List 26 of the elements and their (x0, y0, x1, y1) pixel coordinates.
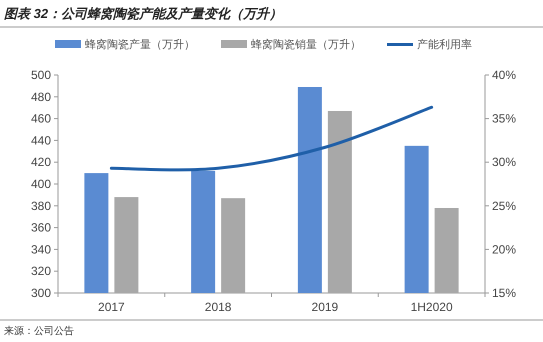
y2-tick-label: 40% (492, 68, 516, 82)
y-tick-label: 300 (30, 286, 52, 300)
y-tick-label: 500 (30, 68, 52, 82)
x-tick-label: 2018 (204, 300, 232, 314)
legend-label: 产能利用率 (417, 38, 472, 51)
y-tick-label: 320 (30, 264, 52, 278)
y-tick-label: 460 (30, 112, 52, 126)
legend-label: 蜂窝陶瓷产量（万升） (85, 38, 195, 51)
y2-tick-label: 20% (492, 242, 516, 256)
y-tick-label: 440 (30, 133, 52, 148)
y-tick-label: 380 (30, 198, 52, 213)
title: 图表 32：公司蜂窝陶瓷产能及产量变化（万升） (4, 6, 282, 21)
y2-tick-label: 35% (492, 112, 516, 126)
y2-tick-label: 15% (492, 286, 516, 300)
x-tick-label: 2019 (312, 300, 339, 314)
y-tick-label: 420 (30, 155, 52, 170)
y-tick-label: 480 (30, 90, 52, 104)
source-note: 来源：公司公告 (4, 325, 74, 337)
y2-tick-label: 30% (492, 155, 516, 170)
x-tick-label: 2017 (98, 300, 126, 314)
y-tick-label: 360 (30, 220, 52, 235)
legend-label: 蜂窝陶瓷销量（万升） (251, 38, 361, 51)
y-tick-label: 340 (30, 242, 52, 256)
y-tick-label: 400 (30, 177, 52, 191)
y2-tick-label: 25% (492, 198, 516, 213)
x-tick-label: 1H2020 (410, 300, 453, 314)
